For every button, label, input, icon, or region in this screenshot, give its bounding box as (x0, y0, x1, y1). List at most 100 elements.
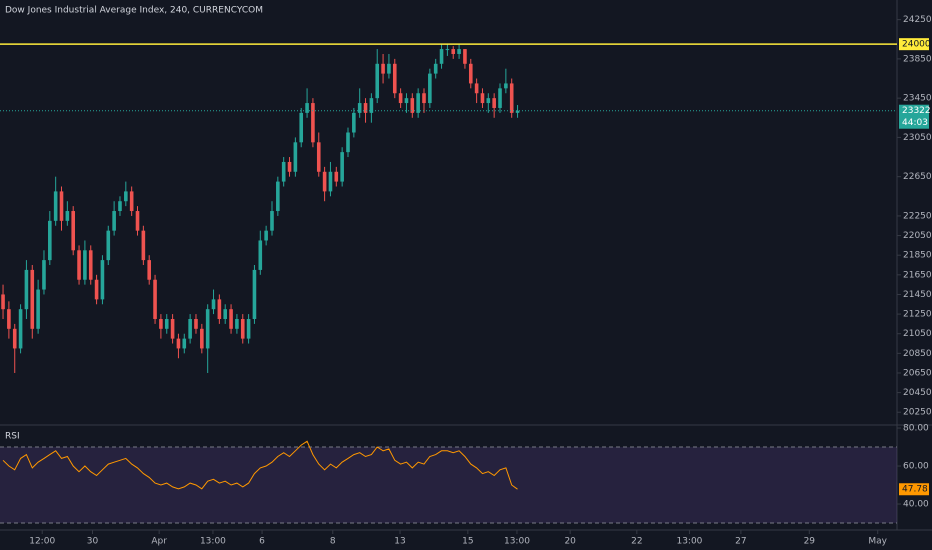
candle-body (252, 269, 257, 319)
candle-body (270, 211, 274, 231)
candle-body (135, 211, 140, 231)
candle-body (328, 171, 333, 192)
y2-tick-label: 60.00 (903, 462, 929, 472)
x-tick-label: 20 (564, 537, 576, 547)
candle-body (217, 299, 222, 319)
candle-body (451, 49, 456, 54)
last-price-label: 23322 (902, 106, 931, 116)
candle-body (463, 49, 467, 64)
candle-body (65, 211, 70, 221)
candle-body (357, 103, 362, 113)
candle-body (205, 309, 210, 349)
y-tick-label: 20850 (903, 349, 932, 359)
y-tick-label: 21250 (903, 310, 932, 320)
x-tick-label: 13:00 (504, 537, 530, 547)
y-tick-label: 22050 (903, 231, 932, 241)
candle-body (375, 63, 380, 99)
y2-tick-label: 80.00 (903, 424, 929, 434)
x-tick-label: 30 (87, 537, 99, 547)
last-price-bg (899, 104, 929, 129)
candle-body (258, 240, 263, 270)
candle-body (194, 318, 198, 329)
x-tick-label: 22 (631, 537, 642, 547)
x-tick-label: 12:00 (29, 537, 55, 547)
x-tick-label: 13:00 (676, 537, 702, 547)
candle-body (240, 318, 245, 339)
candle-body (492, 98, 496, 108)
rsi-last-bg (899, 483, 929, 496)
candle-body (398, 93, 403, 104)
candle-body (77, 250, 81, 280)
candle-body (112, 211, 116, 231)
candle-body (118, 201, 122, 212)
candle-body (281, 161, 286, 182)
candle-body (235, 318, 239, 329)
candle-body (1, 294, 5, 310)
candle-body (53, 191, 58, 221)
candle-body (276, 181, 280, 212)
level-label-bg (899, 38, 929, 51)
candle-body (410, 98, 415, 113)
candle-body (416, 93, 420, 113)
candle-body (71, 211, 76, 251)
y-tick-label: 23450 (903, 94, 932, 104)
y-tick-label: 24250 (903, 15, 932, 25)
candle-body (200, 328, 204, 349)
candle-body (36, 289, 40, 329)
candle-body (316, 142, 321, 172)
candle-body (12, 328, 17, 349)
candle-body (88, 250, 93, 280)
candle-body (246, 318, 251, 339)
y-tick-label: 20650 (903, 368, 932, 378)
candle-body (515, 110, 520, 113)
candle-body (457, 49, 461, 54)
candle-body (18, 309, 23, 349)
candle-body (293, 142, 298, 172)
candle-body (498, 88, 502, 108)
candle-body (340, 152, 344, 182)
candle-body (211, 299, 216, 310)
x-tick-label: 27 (735, 537, 746, 547)
x-tick-label: 29 (804, 537, 816, 547)
candle-body (106, 230, 111, 261)
candle-body (124, 191, 128, 202)
candle-body (223, 309, 228, 319)
candle-body (153, 279, 157, 319)
candle-body (159, 318, 163, 329)
candle-body (30, 269, 35, 329)
x-tick-label: 6 (259, 537, 265, 547)
candle-body (176, 338, 181, 349)
rsi-band (0, 447, 897, 524)
candle-body (428, 73, 432, 104)
countdown-label: 44:03 (902, 118, 928, 128)
candle-body (24, 269, 29, 310)
candle-body (369, 98, 374, 113)
candle-body (509, 83, 514, 113)
candle-body (129, 191, 134, 212)
y-tick-label: 22250 (903, 211, 932, 221)
candle-body (164, 318, 169, 329)
candle-body (504, 83, 508, 89)
x-tick-label: May (868, 537, 887, 547)
candle-body (170, 318, 175, 339)
candle-body (363, 103, 368, 113)
candle-body (229, 309, 233, 329)
candle-body (334, 171, 339, 182)
candle-body (141, 230, 146, 261)
y-tick-label: 21650 (903, 270, 932, 280)
candle-body (147, 260, 152, 280)
candle-body (445, 49, 450, 51)
y-tick-label: 21450 (903, 290, 932, 300)
y2-tick-label: 40.00 (903, 500, 929, 510)
y-tick-label: 20450 (903, 388, 932, 398)
candle-body (299, 112, 304, 143)
candle-body (83, 250, 87, 280)
x-tick-label: 8 (330, 537, 336, 547)
candle-body (352, 112, 356, 133)
y-tick-label: 20250 (903, 408, 932, 418)
candle-body (392, 63, 397, 94)
candle-body (59, 191, 64, 221)
y-tick-label: 23050 (903, 133, 932, 143)
candle-body (305, 103, 309, 113)
